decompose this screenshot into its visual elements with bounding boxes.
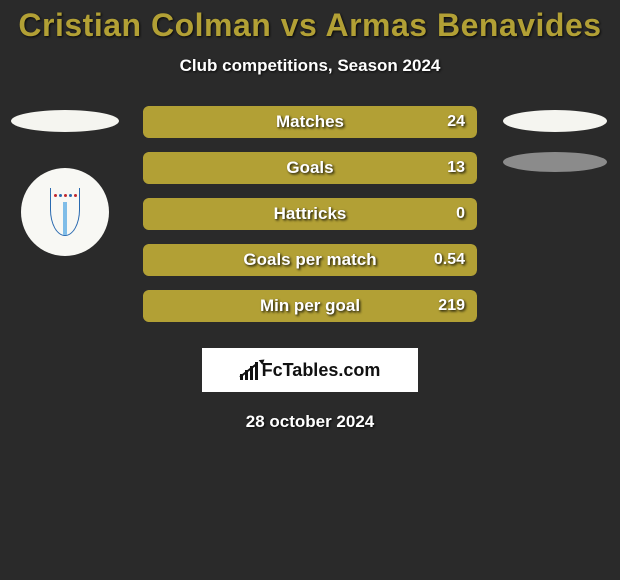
stat-bar: Matches24 bbox=[143, 106, 477, 138]
stat-value: 219 bbox=[438, 297, 465, 315]
stat-label: Matches bbox=[143, 112, 477, 132]
stat-bar: Min per goal219 bbox=[143, 290, 477, 322]
branding-text: FcTables.com bbox=[262, 360, 381, 381]
left-club-logo bbox=[21, 168, 109, 256]
stat-bar: Hattricks0 bbox=[143, 198, 477, 230]
stat-label: Min per goal bbox=[143, 296, 477, 316]
content-row: Matches24 Goals13 Hattricks0 Goals per matc… bbox=[0, 106, 620, 336]
stat-value: 0 bbox=[456, 205, 465, 223]
stat-bar: Goals per match0.54 bbox=[143, 244, 477, 276]
right-player-avatar-ellipse bbox=[503, 110, 607, 132]
right-player-secondary-ellipse bbox=[503, 152, 607, 172]
date-label: 28 october 2024 bbox=[0, 412, 620, 432]
stat-value: 24 bbox=[447, 113, 465, 131]
comparison-card: Cristian Colman vs Armas Benavides Club … bbox=[0, 0, 620, 432]
page-subtitle: Club competitions, Season 2024 bbox=[0, 56, 620, 76]
shield-stripe bbox=[51, 202, 79, 235]
stat-value: 0.54 bbox=[434, 251, 465, 269]
branding-logo: FcTables.com bbox=[202, 348, 418, 392]
stat-label: Goals per match bbox=[143, 250, 477, 270]
logo-arrow-icon bbox=[240, 360, 264, 380]
page-title: Cristian Colman vs Armas Benavides bbox=[0, 6, 620, 44]
stat-value: 13 bbox=[447, 159, 465, 177]
stat-label: Goals bbox=[143, 158, 477, 178]
stat-label: Hattricks bbox=[143, 204, 477, 224]
right-player-col bbox=[496, 106, 614, 172]
left-player-col bbox=[6, 106, 124, 256]
club-shield-icon bbox=[50, 188, 80, 236]
stats-column: Matches24 Goals13 Hattricks0 Goals per matc… bbox=[133, 106, 487, 336]
shield-crest-dots bbox=[51, 188, 79, 202]
stat-bar: Goals13 bbox=[143, 152, 477, 184]
left-player-avatar-ellipse bbox=[11, 110, 119, 132]
